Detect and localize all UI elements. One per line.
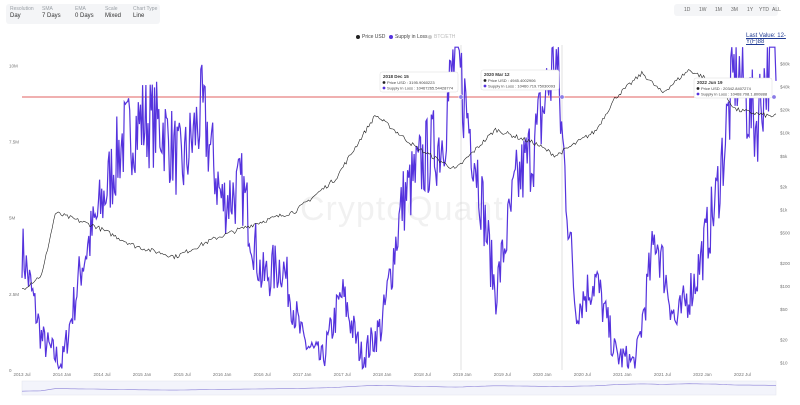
x-tick-label: 2018 Jan [373,372,392,377]
tooltip-box [693,77,773,99]
left-tick-label: 5M [9,216,16,221]
supply-dot-icon [389,34,393,39]
x-tick-label: 2017 Jul [334,372,351,377]
right-tick-label: $10 [780,361,788,366]
x-tick-label: 2015 Jul [174,372,191,377]
scale-label: Scale [105,6,118,12]
sma-value: 7 Days [42,13,61,19]
x-tick-label: 2021 Jan [613,372,632,377]
last-value-link[interactable]: Last Value: 12-Y(F)88 [746,33,786,45]
legend-third[interactable]: BTC/ETH [428,34,455,40]
legend-price[interactable]: Price USD [356,34,385,40]
timeframe-3m[interactable]: 3M [731,7,738,13]
tooltip-supply-dot-icon [483,84,487,88]
right-tick-label: $500 [780,230,791,235]
tooltip-price-text: Price USD : 3195.9060223 [387,80,435,85]
scale-value: Mixed [105,13,122,19]
price-dot-icon [356,34,360,39]
resolution-select[interactable]: Resolution Day [10,6,34,19]
tooltip-supply-text: Supply in Loss : 10460.719.75030093 [488,84,556,89]
ema-value: 0 Days [75,13,94,19]
tooltip-supply-text: Supply in Loss : 10467265.54428774 [387,86,454,91]
tooltip-price-text: Price USD : 20342.8407274 [701,86,752,91]
tooltip-price-dot-icon [696,87,700,90]
chart-type-label: Chart Type [133,6,158,12]
left-tick-label: 2.5M [9,292,19,297]
chart-type-select[interactable]: Chart Type Line [133,6,157,19]
legend-supply[interactable]: Supply in Loss [389,34,428,40]
price-line [21,69,777,290]
ema-select[interactable]: EMA 0 Days [75,6,94,19]
x-tick-label: 2014 Jan [53,372,72,377]
x-tick-label: 2019 Jul [494,372,511,377]
x-tick-label: 2014 Jul [94,372,111,377]
tooltip-box [379,71,459,93]
navigator-line [21,383,776,392]
tooltip-title: 2018 Dec 15 [383,74,409,79]
third-dot-icon [428,34,432,39]
x-tick-label: 2020 Jul [574,372,591,377]
chart-type-value: Line [133,13,145,19]
left-tick-label: 0 [9,368,12,373]
legend-supply-label: Supply in Loss [395,34,428,40]
sma-select[interactable]: SMA 7 Days [42,6,61,19]
right-tick-label: $20k [780,108,791,113]
right-tick-label: $80k [780,61,791,66]
ema-label: EMA [75,6,86,12]
right-tick-label: $5k [780,154,788,159]
legend-third-label: BTC/ETH [434,34,456,40]
x-tick-label: 2019 Jan [453,372,472,377]
right-tick-label: $20 [780,338,788,343]
resolution-label: Resolution [10,6,34,12]
timeframe-all[interactable]: ALL [772,7,781,13]
x-tick-label: 2016 Jul [254,372,271,377]
left-tick-label: 10M [9,63,18,68]
tooltip-box [480,69,560,91]
right-tick-label: $1k [780,207,788,212]
x-tick-label: 2021 Jul [654,372,671,377]
right-tick-label: $10k [780,131,791,136]
legend-price-label: Price USD [362,34,386,40]
scale-select[interactable]: Scale Mixed [105,6,121,19]
supply-line [21,46,777,370]
hover-marker [771,94,777,100]
tooltip-supply-dot-icon [382,86,386,90]
tooltip-title: 2020 Mar 12 [484,72,510,77]
x-tick-label: 2022 Jul [734,372,751,377]
timeframe-1m[interactable]: 1M [715,7,722,13]
timeframe-1y[interactable]: 1Y [747,7,754,13]
x-tick-label: 2013 Jul [13,372,30,377]
chart-controls [6,4,160,24]
x-tick-label: 2017 Jan [293,372,312,377]
tooltip-supply-dot-icon [696,92,700,96]
x-tick-label: 2016 Jan [213,372,232,377]
resolution-value: Day [10,13,21,19]
timeframe-1w[interactable]: 1W [699,7,707,13]
right-tick-label: $2k [780,184,788,189]
navigator[interactable] [21,380,777,396]
left-tick-label: 7.5M [9,140,19,145]
tooltip-supply-text: Supply in Loss : 10468.708.1.800888 [701,92,768,97]
timeframe-ytd[interactable]: YTD [759,7,769,13]
hover-marker [559,94,565,100]
right-tick-label: $40k [780,85,791,90]
right-tick-label: $50 [780,307,788,312]
tooltip-price-dot-icon [382,81,386,84]
sma-label: SMA [42,6,53,12]
right-tick-label: $100 [780,284,791,289]
timeframe-bar [674,4,778,16]
x-tick-label: 2018 Jul [414,372,431,377]
tooltip-title: 2022 Jun 19 [697,80,723,85]
x-tick-label: 2020 Jan [533,372,552,377]
tooltip-price-dot-icon [483,79,487,82]
hover-marker [458,94,464,100]
right-tick-label: $200 [780,261,791,266]
x-tick-label: 2022 Jan [693,372,712,377]
timeframe-1d[interactable]: 1D [684,7,691,13]
tooltip-price-text: Price USD : 4945.4002906 [488,78,536,83]
x-tick-label: 2015 Jan [133,372,152,377]
